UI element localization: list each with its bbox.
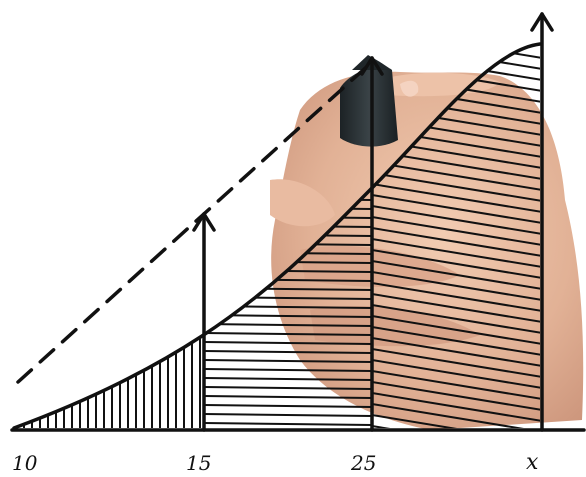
hatch-line (371, 282, 540, 312)
hatch-line (203, 323, 373, 327)
hatch-line (371, 293, 540, 323)
hatch-line (371, 381, 540, 411)
hatch-line (371, 414, 540, 428)
hatch-line (203, 350, 373, 354)
hatch-line (371, 249, 540, 279)
hatch-line (371, 205, 540, 235)
hatch-line (372, 448, 542, 476)
hatch-line (203, 395, 373, 399)
hatch-line (371, 227, 540, 257)
arrow-x (530, 12, 554, 432)
hatch-line (371, 359, 540, 389)
arrow-25 (360, 56, 384, 432)
hatch-line (371, 161, 540, 191)
hatch-line (371, 216, 540, 246)
hatch-line (371, 315, 540, 345)
hatch-line (371, 403, 540, 428)
hatch-line (371, 271, 540, 301)
hatch-line (371, 392, 540, 422)
hatch-line (372, 437, 542, 465)
hatch-line (203, 368, 373, 372)
hatch-line (371, 370, 540, 400)
hatch-line (203, 413, 373, 417)
tick-label-10: 10 (12, 451, 38, 475)
hatch-line (371, 172, 540, 202)
hatch-line (371, 44, 540, 70)
hatch-line (371, 348, 540, 378)
hatch-line (203, 332, 373, 336)
tick-label-15: 15 (186, 451, 212, 475)
hatch-line (371, 337, 540, 367)
marker-body (340, 66, 398, 147)
hatch-line (203, 377, 373, 381)
hatch-line (203, 422, 373, 426)
tick-label-25: 25 (351, 451, 377, 475)
hatch-line (203, 386, 373, 390)
arrow-15 (192, 212, 216, 432)
hatch-line (371, 194, 540, 224)
hatch-line (371, 238, 540, 268)
tick-label-x: x (526, 450, 539, 475)
hatch-line (371, 304, 540, 334)
hatch-line (371, 326, 540, 356)
hatch-line (203, 404, 373, 408)
hatch-line (371, 183, 540, 213)
hatch-line (371, 44, 540, 59)
hatch-line (372, 459, 542, 477)
hatch-line (203, 341, 373, 345)
dashed-line (16, 60, 374, 384)
hatch-line (371, 260, 540, 290)
distribution-curve (12, 42, 542, 430)
hatch-line (203, 359, 373, 363)
